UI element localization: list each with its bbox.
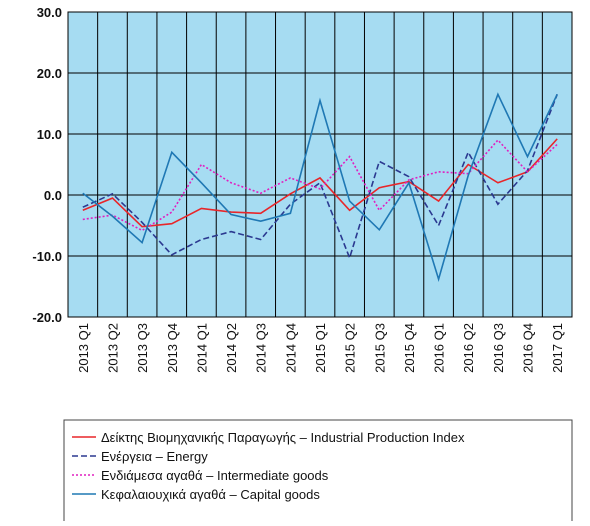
x-tick-label: 2015 Q4 — [402, 323, 417, 373]
x-tick-label: 2013 Q3 — [135, 323, 150, 373]
x-tick-label: 2014 Q2 — [224, 323, 239, 373]
y-tick-label: 10.0 — [37, 127, 62, 142]
legend-label: Δείκτης Βιομηχανικής Παραγωγής – Industr… — [101, 430, 465, 445]
x-tick-label: 2014 Q1 — [194, 323, 209, 373]
x-tick-label: 2014 Q4 — [283, 323, 298, 373]
legend-label: Ενδιάμεσα αγαθά – Intermediate goods — [101, 468, 329, 483]
plot-area — [67, 11, 573, 318]
x-tick-label: 2016 Q3 — [491, 323, 506, 373]
y-tick-label: 30.0 — [37, 5, 62, 20]
x-tick-label: 2013 Q4 — [165, 323, 180, 373]
x-tick-label: 2015 Q2 — [343, 323, 358, 373]
series-line — [82, 138, 558, 232]
y-tick-label: 20.0 — [37, 66, 62, 81]
x-tick-label: 2013 Q2 — [105, 323, 120, 373]
series-line — [82, 92, 558, 283]
y-tick-label: 0.0 — [44, 188, 62, 203]
legend-box — [63, 419, 573, 521]
x-tick-label: 2016 Q4 — [521, 323, 536, 373]
x-tick-label: 2015 Q1 — [313, 323, 328, 373]
legend-label: Ενέργεια – Energy — [101, 449, 208, 464]
x-tick-label: 2017 Q1 — [550, 323, 565, 373]
y-tick-label: -10.0 — [32, 249, 62, 264]
x-tick-label: 2016 Q2 — [461, 323, 476, 373]
series-line — [82, 94, 558, 261]
x-tick-label: 2013 Q1 — [76, 323, 91, 373]
legend-label: Κεφαλαιουχικά αγαθά – Capital goods — [101, 487, 320, 502]
x-tick-label: 2015 Q3 — [372, 323, 387, 373]
y-tick-label: -20.0 — [32, 310, 62, 325]
x-tick-label: 2014 Q3 — [254, 323, 269, 373]
x-tick-label: 2016 Q1 — [432, 323, 447, 373]
